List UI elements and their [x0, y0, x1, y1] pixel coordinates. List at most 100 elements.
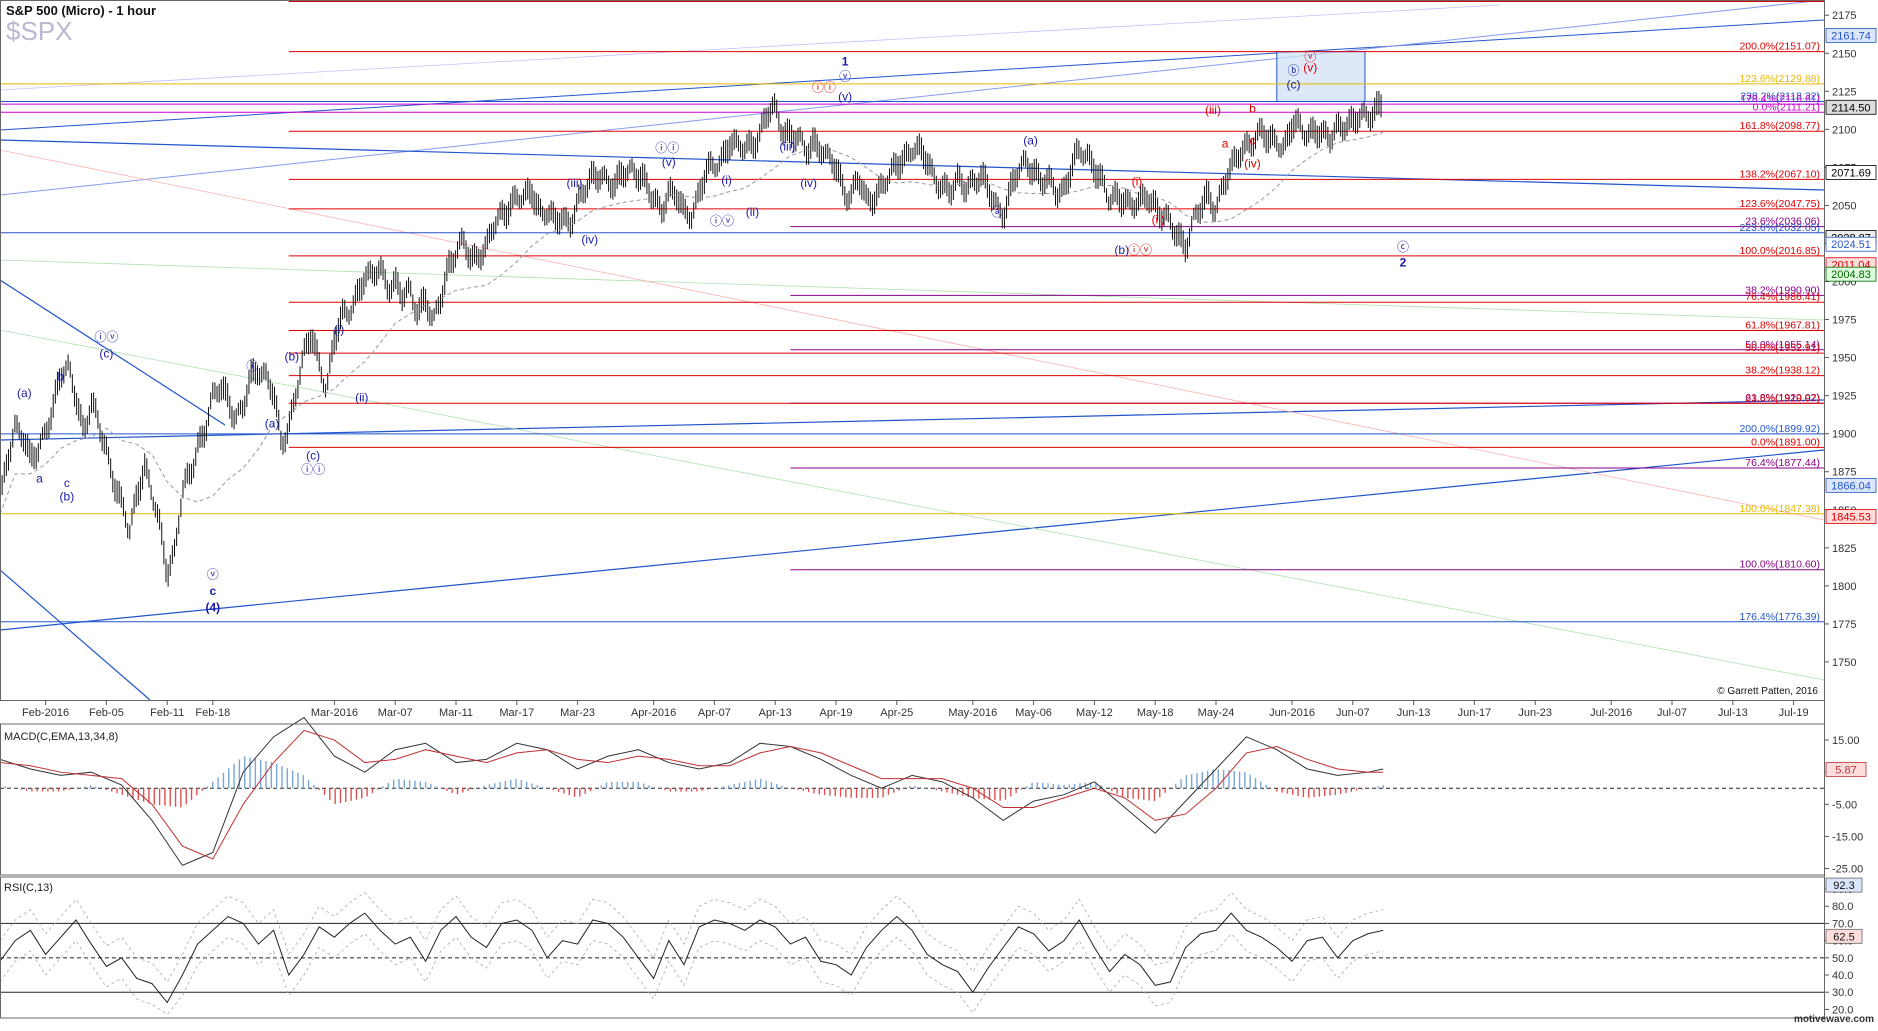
- macd-y-tick-label: -25.00: [1832, 864, 1863, 876]
- rsi-badge: [1825, 877, 1863, 893]
- fib-level-label: 223.6%(2184.03): [1739, 0, 1820, 2]
- x-tick-label: May-06: [1015, 707, 1052, 719]
- rsi-line: [0, 912, 1384, 1004]
- price-badge-label: 2161.74: [1831, 30, 1871, 42]
- trend-line: [0, 0, 1825, 196]
- rsi-pane: 90.080.070.060.050.040.030.020.092.362.5: [0, 877, 1863, 1016]
- fib-level-label: 0.0%(1891.00): [1751, 436, 1820, 448]
- trend-line: [0, 149, 1825, 521]
- price-badge-label: 1866.04: [1831, 480, 1871, 492]
- x-tick-label: Jun-13: [1397, 707, 1431, 719]
- macd-y-tick-label: -15.00: [1832, 831, 1863, 843]
- chart-title: S&P 500 (Micro) - 1 hour: [6, 3, 156, 18]
- trend-line: [0, 4, 1501, 91]
- price-y-tick-label: 2050: [1832, 200, 1856, 212]
- wave-label: b: [57, 369, 64, 383]
- wave-label: (i): [721, 173, 732, 187]
- fib-level-label: 123.6%(2129.88): [1739, 73, 1820, 85]
- fib-level-label: 100.0%(1847.38): [1739, 503, 1820, 515]
- fib-level-label: 23.6%(1919.97): [1745, 392, 1820, 404]
- trend-line: [0, 19, 1825, 131]
- wave-label: c: [64, 476, 70, 490]
- fib-level-label: 76.4%(1877.44): [1745, 457, 1820, 469]
- macd-badge: [1825, 761, 1867, 777]
- wave-label: a: [36, 471, 43, 485]
- fib-level-label: 123.6%(2047.75): [1739, 198, 1820, 210]
- trend-line: [0, 279, 226, 426]
- wave-label: (c): [1287, 77, 1301, 91]
- price-y-tick-label: 1800: [1832, 581, 1856, 593]
- x-tick-label: Jul-07: [1657, 707, 1687, 719]
- wave-label: ⓘⓥ: [94, 330, 118, 344]
- rsi-y-tick-label: 80.0: [1832, 901, 1853, 913]
- price-y-tick-label: 2100: [1832, 124, 1856, 136]
- rsi-y-tick-label: 40.0: [1832, 970, 1853, 982]
- rsi-y-tick-label: 20.0: [1832, 1004, 1853, 1016]
- wave-label: ⓘⓥ: [1128, 243, 1152, 257]
- price-badge: [1825, 266, 1877, 282]
- wave-label: ⓥ: [839, 70, 851, 84]
- wave-label: ⓘⓘ: [812, 80, 836, 94]
- price-y-tick-label: 1825: [1832, 543, 1856, 555]
- wave-label: (b): [285, 350, 300, 364]
- price-y-tick-label: 2175: [1832, 10, 1856, 22]
- price-y-tick-label: 2125: [1832, 86, 1856, 98]
- fib-level-label: 100.0%(2016.85): [1739, 245, 1820, 257]
- x-tick-label: Jun-23: [1518, 707, 1552, 719]
- fib-level-label: 61.8%(1920.02): [1745, 392, 1820, 404]
- x-tick-label: May-18: [1137, 707, 1174, 719]
- wave-label: ⓐ: [991, 205, 1003, 219]
- fib-level-label: 38.2%(1990.90): [1745, 284, 1820, 296]
- symbol-watermark: $SPX: [6, 16, 73, 46]
- x-tick-label: Feb-2016: [22, 707, 69, 719]
- wave-label: (v): [838, 89, 852, 103]
- price-y-tick-label: 1975: [1832, 315, 1856, 327]
- fib-level-label: 178.4%(2116.61): [1740, 93, 1820, 105]
- rsi-y-tick-label: 50.0: [1832, 953, 1853, 965]
- fib-level-label: 38.2%(1938.12): [1745, 365, 1820, 377]
- wave-label: (iv): [581, 232, 598, 246]
- x-tick-label: Feb-05: [89, 707, 124, 719]
- x-tick-label: May-12: [1076, 707, 1113, 719]
- copyright-note: © Garrett Patten, 2016: [1717, 686, 1818, 697]
- wave-label: ⓘⓥ: [710, 214, 734, 228]
- fib-level-label: 161.8%(2098.77): [1739, 120, 1820, 132]
- wave-label: (i): [334, 322, 345, 336]
- trend-line: [0, 139, 1825, 191]
- price-y-tick-label: 1750: [1832, 657, 1856, 669]
- wave-label: (iii): [1205, 103, 1221, 117]
- wave-label: c: [209, 584, 216, 598]
- wave-label: (ii): [746, 205, 759, 219]
- fib-level-label: 100.0%(1810.60): [1739, 559, 1820, 571]
- wave-label: a: [1222, 137, 1229, 151]
- price-badge-label: 2071.69: [1831, 167, 1871, 179]
- wave-label: (ii): [1152, 213, 1165, 227]
- rsi-y-tick-label: 30.0: [1832, 987, 1853, 999]
- wave-label: (iii): [567, 176, 583, 190]
- x-tick-label: Apr-13: [759, 707, 792, 719]
- target-zone-box: [1276, 51, 1366, 102]
- x-tick-label: Apr-07: [698, 707, 731, 719]
- x-tick-label: Mar-23: [560, 707, 595, 719]
- wave-label: ⓘⓘ: [655, 141, 679, 155]
- macd-pane: 15.005.00-5.00-15.00-25.005.87: [0, 716, 1867, 876]
- x-tick-label: Jun-07: [1336, 707, 1370, 719]
- wave-label: (ii): [355, 391, 368, 405]
- price-y-tick-label: 2150: [1832, 48, 1856, 60]
- wave-label: (v): [1303, 61, 1317, 75]
- wave-label: (iii): [779, 140, 795, 154]
- rsi-badge: [1825, 928, 1863, 944]
- fib-level-label: 200.0%(1899.92): [1739, 423, 1820, 435]
- x-tick-label: May-2016: [948, 707, 997, 719]
- wave-label: (b): [1114, 243, 1129, 257]
- price-badge-label: 1845.53: [1831, 512, 1871, 524]
- x-tick-label: Feb-11: [150, 707, 184, 719]
- wave-label: ⓥ: [207, 567, 219, 581]
- x-tick-label: Mar-07: [378, 707, 413, 719]
- x-tick-label: Jun-17: [1458, 707, 1492, 719]
- rsi-y-tick-label: 70.0: [1832, 918, 1853, 930]
- macd-y-tick-label: 15.00: [1832, 735, 1860, 747]
- price-y-tick-label: 1925: [1832, 391, 1856, 403]
- trend-line: [0, 569, 151, 701]
